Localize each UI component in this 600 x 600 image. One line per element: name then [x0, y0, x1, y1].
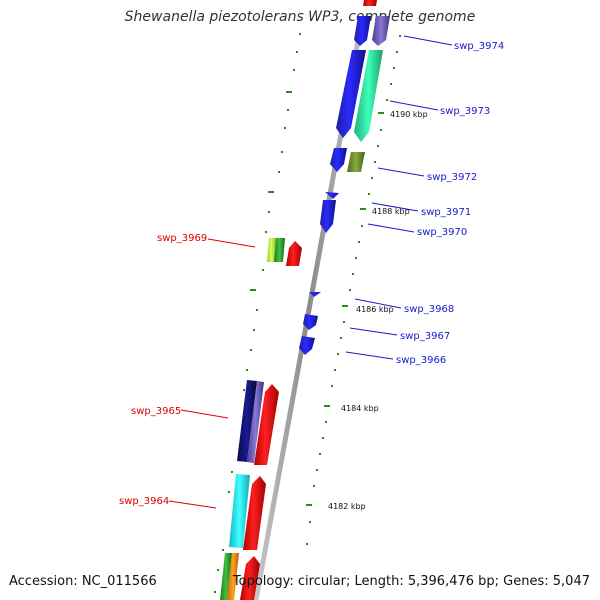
gene-swp_3971	[325, 192, 339, 199]
gene-swp_3970	[320, 200, 336, 233]
gene-label-swp_3964[interactable]: swp_3964	[119, 496, 169, 507]
gene-swp_3974-b	[372, 16, 390, 46]
gene-swp_3965-red	[254, 384, 279, 465]
gene-label-swp_3972[interactable]: swp_3972	[427, 172, 477, 183]
scale-label-4186: 4186 kbp	[356, 305, 394, 314]
gene-swp_3965-navy	[237, 380, 257, 462]
gene-swp_3966	[299, 336, 315, 355]
gene-swp_3967	[303, 314, 318, 330]
gene-label-swp_3971[interactable]: swp_3971	[421, 207, 471, 218]
genome-summary-text: Topology: circular; Length: 5,396,476 bp…	[232, 574, 590, 589]
scale-label-4184: 4184 kbp	[341, 404, 379, 413]
gene-label-swp_3967[interactable]: swp_3967	[400, 331, 450, 342]
gene-swp_3968	[309, 292, 321, 297]
gene-swp_3965-slate	[247, 381, 264, 463]
gene-label-swp_3974[interactable]: swp_3974	[454, 41, 504, 52]
gene-swp_3964-red	[243, 476, 266, 550]
label-leaders	[168, 35, 453, 509]
gene-label-swp_3968[interactable]: swp_3968	[404, 304, 454, 315]
gene-green-bottom	[220, 553, 232, 600]
gene-orange-bottom	[227, 553, 239, 600]
scale-ticks	[214, 33, 401, 593]
gene-label-swp_3970[interactable]: swp_3970	[417, 227, 467, 238]
gene-swp_3972-olive	[347, 152, 365, 172]
gene-swp_3969-lime	[267, 238, 276, 262]
gene-swp_3973-aqua	[354, 50, 383, 142]
genes	[220, 0, 390, 600]
scale-label-4182: 4182 kbp	[328, 502, 366, 511]
gene-red-bottom	[240, 556, 260, 600]
gene-swp_3969-green	[274, 238, 285, 262]
scale-label-4190: 4190 kbp	[390, 110, 428, 119]
gene-swp_3969-red	[286, 241, 302, 266]
gene-swp_3973-blue	[336, 50, 366, 138]
gene-red-top	[363, 0, 377, 6]
gene-swp_3972-blue	[330, 148, 347, 172]
scale-label-4188: 4188 kbp	[372, 207, 410, 216]
gene-label-swp_3969[interactable]: swp_3969	[157, 233, 207, 244]
gene-label-swp_3966[interactable]: swp_3966	[396, 355, 446, 366]
gene-swp_3964-cyan	[229, 474, 250, 548]
gene-label-swp_3965[interactable]: swp_3965	[131, 406, 181, 417]
gene-label-swp_3973[interactable]: swp_3973	[440, 106, 490, 117]
accession-text: Accession: NC_011566	[9, 574, 157, 589]
gene-swp_3974-a	[354, 16, 371, 46]
